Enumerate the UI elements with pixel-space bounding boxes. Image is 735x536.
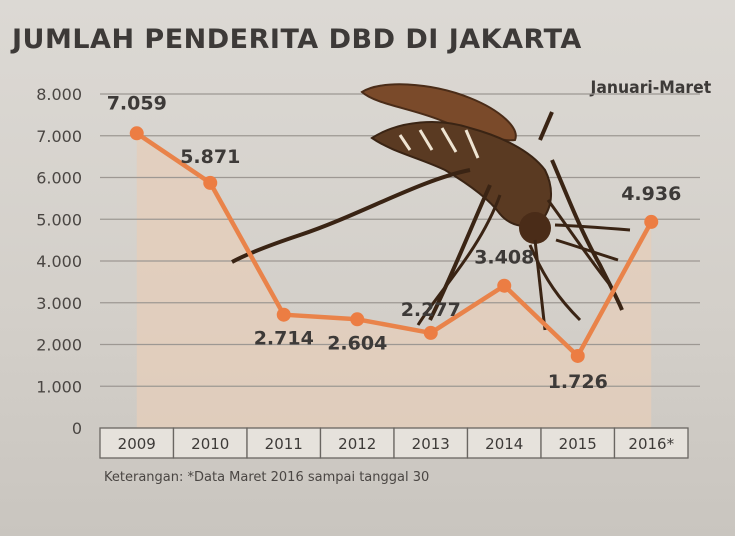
y-tick-label: 2.000 <box>36 336 82 355</box>
y-tick-label: 3.000 <box>36 294 82 313</box>
data-label: 2.604 <box>327 332 387 354</box>
data-labels-layer: 7.059 5.871 2.714 2.604 2.277 3.408 1.726 4.936 <box>107 92 682 393</box>
mosquito-illustration <box>231 83 631 331</box>
mosquito-wing <box>360 83 517 142</box>
x-tick-label: 2010 <box>191 435 229 453</box>
data-label: 1.726 <box>548 371 608 393</box>
x-tick-label: 2014 <box>485 435 523 453</box>
x-tick-label: 2015 <box>559 435 597 453</box>
area-fill-layer <box>136 133 652 428</box>
data-point-marker <box>203 175 218 190</box>
x-tick-label: 2016* <box>628 435 674 453</box>
data-point-marker <box>497 278 512 293</box>
x-tick-label: 2009 <box>118 435 156 453</box>
y-tick-label: 0 <box>72 419 82 438</box>
data-label: 2.277 <box>401 299 461 321</box>
x-tick-label: 2011 <box>265 435 303 453</box>
y-tick-label: 4.000 <box>36 252 82 271</box>
y-tick-label: 6.000 <box>36 169 82 188</box>
data-point-marker <box>276 307 291 322</box>
series-line <box>135 131 654 359</box>
y-tick-label: 7.000 <box>36 127 82 146</box>
markers-layer <box>129 126 659 363</box>
x-tick-label: 2013 <box>412 435 450 453</box>
data-label: 4.936 <box>621 183 681 205</box>
y-axis-ticks: 0 1.000 2.000 3.000 4.000 5.000 6.000 7.000 8.00… <box>36 85 82 438</box>
y-tick-label: 1.000 <box>36 377 82 396</box>
data-point-marker <box>423 325 438 340</box>
x-category-box <box>319 427 395 459</box>
x-category-box <box>393 427 469 459</box>
data-point-marker <box>129 126 144 141</box>
data-label: 5.871 <box>180 146 240 168</box>
data-label: 2.714 <box>254 328 314 350</box>
data-label: 7.059 <box>107 92 167 114</box>
x-axis: 2009 2010 2011 2012 2013 2014 2015 2016* <box>99 427 689 459</box>
area-fill <box>136 133 652 428</box>
mosquito-body <box>370 121 552 228</box>
y-tick-label: 8.000 <box>36 85 82 104</box>
x-tick-label: 2012 <box>338 435 376 453</box>
data-point-marker <box>570 348 585 363</box>
chart-title: JUMLAH PENDERITA DBD DI JAKARTA <box>12 24 582 55</box>
chart-note: Keterangan: *Data Maret 2016 sampai tang… <box>104 470 430 485</box>
mosquito-head <box>519 212 551 244</box>
data-point-marker <box>350 312 365 327</box>
chart-subtitle: Januari-Maret <box>590 78 711 98</box>
x-category-box <box>172 427 248 459</box>
data-label: 3.408 <box>474 247 534 269</box>
y-tick-label: 5.000 <box>36 210 82 229</box>
x-category-box <box>540 427 616 459</box>
data-point-marker <box>644 214 659 229</box>
x-category-box <box>613 427 689 459</box>
series-line-layer <box>135 131 654 359</box>
